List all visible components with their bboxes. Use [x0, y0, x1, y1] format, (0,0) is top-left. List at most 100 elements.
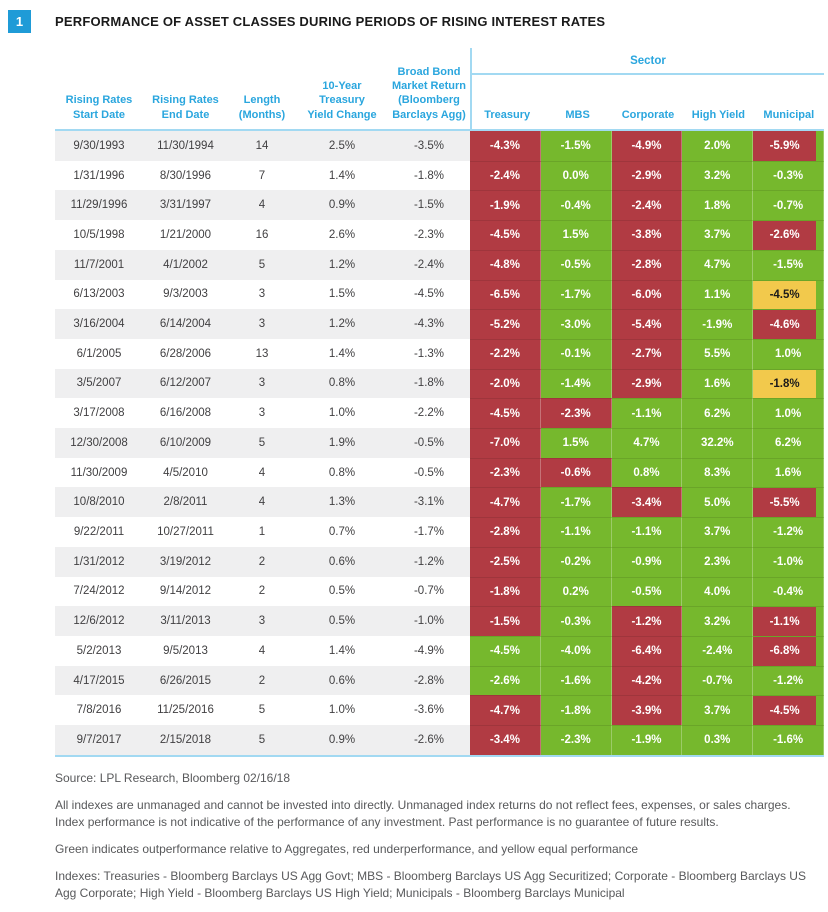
agg-return-cell: -2.6% — [413, 733, 445, 746]
sector-cell-value: -4.5% — [489, 229, 520, 242]
start-date-cell: 10/8/2010 — [73, 496, 125, 509]
sector-cell-value: -4.8% — [489, 259, 520, 272]
yield-change-cell: 0.7% — [328, 525, 356, 538]
yield-change-cell: 2.5% — [328, 139, 356, 152]
sector-cell-value: 5.5% — [704, 348, 731, 361]
sector-cell-corporate: -2.8% — [611, 249, 683, 280]
col-header-length: Length (Months) — [238, 94, 286, 121]
sector-cell-mbs: -4.0% — [540, 635, 612, 666]
sector-cell-value: -1.8% — [753, 369, 816, 399]
yield-change-cell: 1.9% — [328, 436, 356, 449]
end-date-cell: 8/30/1996 — [159, 169, 212, 182]
sector-cell-value: 6.2% — [774, 437, 802, 450]
yield-change-cell: 0.5% — [328, 585, 356, 598]
table-body: 9/30/1993 11/30/1994 14 2.5% -3.5% -4.3% -1.5%… — [55, 131, 824, 757]
source-line: Source: LPL Research, Bloomberg 02/16/18 — [55, 771, 291, 785]
figure-title: PERFORMANCE OF ASSET CLASSES DURING PERI… — [55, 14, 606, 29]
sector-cell-treasury: -2.3% — [470, 457, 541, 488]
sector-cell-corporate: -6.0% — [611, 279, 683, 310]
sector-cell-value: -5.2% — [489, 318, 520, 331]
length-cell: 4 — [258, 496, 266, 509]
sector-cell-mbs: -1.5% — [540, 131, 612, 161]
end-date-cell: 4/1/2002 — [163, 258, 208, 271]
table-row: 10/8/2010 2/8/2011 4 1.3% -3.1% -4.7% -1.7% -3.… — [55, 487, 824, 518]
sector-cell-treasury: -2.4% — [470, 160, 541, 191]
sector-cell-mbs: -0.1% — [540, 338, 612, 369]
sector-cell-value: -1.8% — [560, 704, 591, 717]
start-date-cell: 9/30/1993 — [73, 139, 125, 152]
yield-change-cell: 0.9% — [328, 199, 356, 212]
table-row: 7/24/2012 9/14/2012 2 0.5% -0.7% -1.8% 0.2% -0.… — [55, 576, 824, 607]
sector-cell-value: 1.5% — [562, 437, 589, 450]
sector-cell-high-yield: 5.5% — [682, 338, 754, 369]
sector-cell-value: -2.8% — [489, 526, 520, 539]
sector-cell-value: -6.0% — [631, 288, 662, 301]
sector-cell-municipal: -1.8% — [753, 368, 824, 399]
sector-cell-value: -1.7% — [560, 496, 591, 509]
sector-cell-mbs: -0.6% — [540, 457, 612, 488]
table-row: 12/30/2008 6/10/2009 5 1.9% -0.5% -7.0% 1.5% 4.… — [55, 428, 824, 458]
sector-cell-value: -1.2% — [773, 675, 804, 687]
sector-cell-value: -4.5% — [753, 280, 816, 310]
sector-cell-mbs: -2.3% — [540, 398, 612, 429]
start-date-cell: 7/8/2016 — [76, 704, 122, 717]
agg-return-cell: -2.4% — [413, 258, 445, 271]
sector-cell-value: -2.0% — [489, 377, 520, 390]
end-date-cell: 6/10/2009 — [159, 436, 212, 449]
length-cell: 3 — [258, 407, 266, 420]
end-date-cell: 9/5/2013 — [163, 644, 208, 657]
sector-cell-mbs: -1.7% — [540, 279, 612, 310]
end-date-cell: 11/30/1994 — [157, 139, 214, 152]
sector-cell-value: 8.3% — [704, 467, 731, 480]
sector-cell-value: -2.3% — [489, 467, 520, 480]
sector-cell-corporate: -0.9% — [611, 546, 683, 577]
end-date-cell: 6/14/2004 — [159, 318, 212, 331]
end-date-cell: 6/16/2008 — [159, 407, 212, 420]
sector-cell-value: 0.3% — [704, 734, 731, 747]
length-cell: 3 — [258, 377, 266, 390]
start-date-cell: 5/2/2013 — [76, 644, 122, 657]
sector-cell-mbs: -1.8% — [540, 695, 612, 726]
sector-cell-value: 1.0% — [774, 348, 802, 361]
sector-cell-municipal: 1.0% — [753, 338, 824, 369]
sector-cell-corporate: -2.4% — [611, 190, 683, 221]
agg-return-cell: -2.8% — [413, 674, 445, 687]
sector-cell-value: 1.6% — [774, 467, 802, 480]
start-date-cell: 6/1/2005 — [76, 347, 122, 360]
sector-cell-corporate: -3.9% — [611, 695, 683, 726]
sector-cell-value: -5.4% — [631, 318, 662, 331]
sector-cell-municipal: -0.4% — [753, 576, 824, 607]
sector-cell-value: -1.5% — [560, 139, 591, 152]
sector-cell-value: -6.8% — [753, 636, 816, 666]
yield-change-cell: 0.9% — [328, 733, 356, 746]
sector-cell-municipal: -2.6% — [753, 220, 824, 250]
sector-cell-treasury: -4.5% — [470, 398, 541, 429]
indexes-text: Indexes: Treasuries - Bloomberg Barclays… — [55, 869, 806, 901]
agg-return-cell: -2.2% — [413, 407, 445, 420]
agg-return-cell: -2.3% — [413, 228, 445, 241]
start-date-cell: 1/31/1996 — [73, 169, 125, 182]
length-cell: 7 — [258, 169, 266, 182]
sector-cell-treasury: -5.2% — [470, 309, 541, 339]
col-header-municipal: Municipal — [763, 108, 815, 121]
sector-cell-value: -5.9% — [753, 131, 816, 161]
sector-cell-value: -4.6% — [753, 310, 816, 339]
sector-cell-value: -0.9% — [631, 556, 662, 569]
sector-cell-treasury: -4.3% — [470, 131, 541, 161]
sector-cell-value: 0.0% — [562, 170, 589, 183]
sector-cell-value: -2.8% — [631, 259, 662, 272]
sector-cell-high-yield: -1.9% — [682, 309, 754, 339]
table-row: 11/29/1996 3/31/1997 4 0.9% -1.5% -1.9% -0.4% -… — [55, 190, 824, 221]
length-cell: 4 — [258, 199, 266, 212]
yield-change-cell: 1.2% — [328, 318, 356, 331]
sector-cell-high-yield: 4.7% — [682, 249, 754, 280]
sector-cell-value: -1.4% — [560, 377, 591, 390]
sector-cell-value: -3.4% — [489, 734, 520, 747]
sector-cell-treasury: -1.9% — [470, 190, 541, 221]
sector-cell-corporate: -2.7% — [611, 338, 683, 369]
sector-cell-value: 1.8% — [704, 199, 731, 212]
sector-cell-value: -2.3% — [560, 407, 591, 420]
sector-cell-value: 1.6% — [704, 377, 731, 390]
length-cell: 2 — [258, 555, 266, 568]
length-cell: 16 — [255, 228, 269, 241]
